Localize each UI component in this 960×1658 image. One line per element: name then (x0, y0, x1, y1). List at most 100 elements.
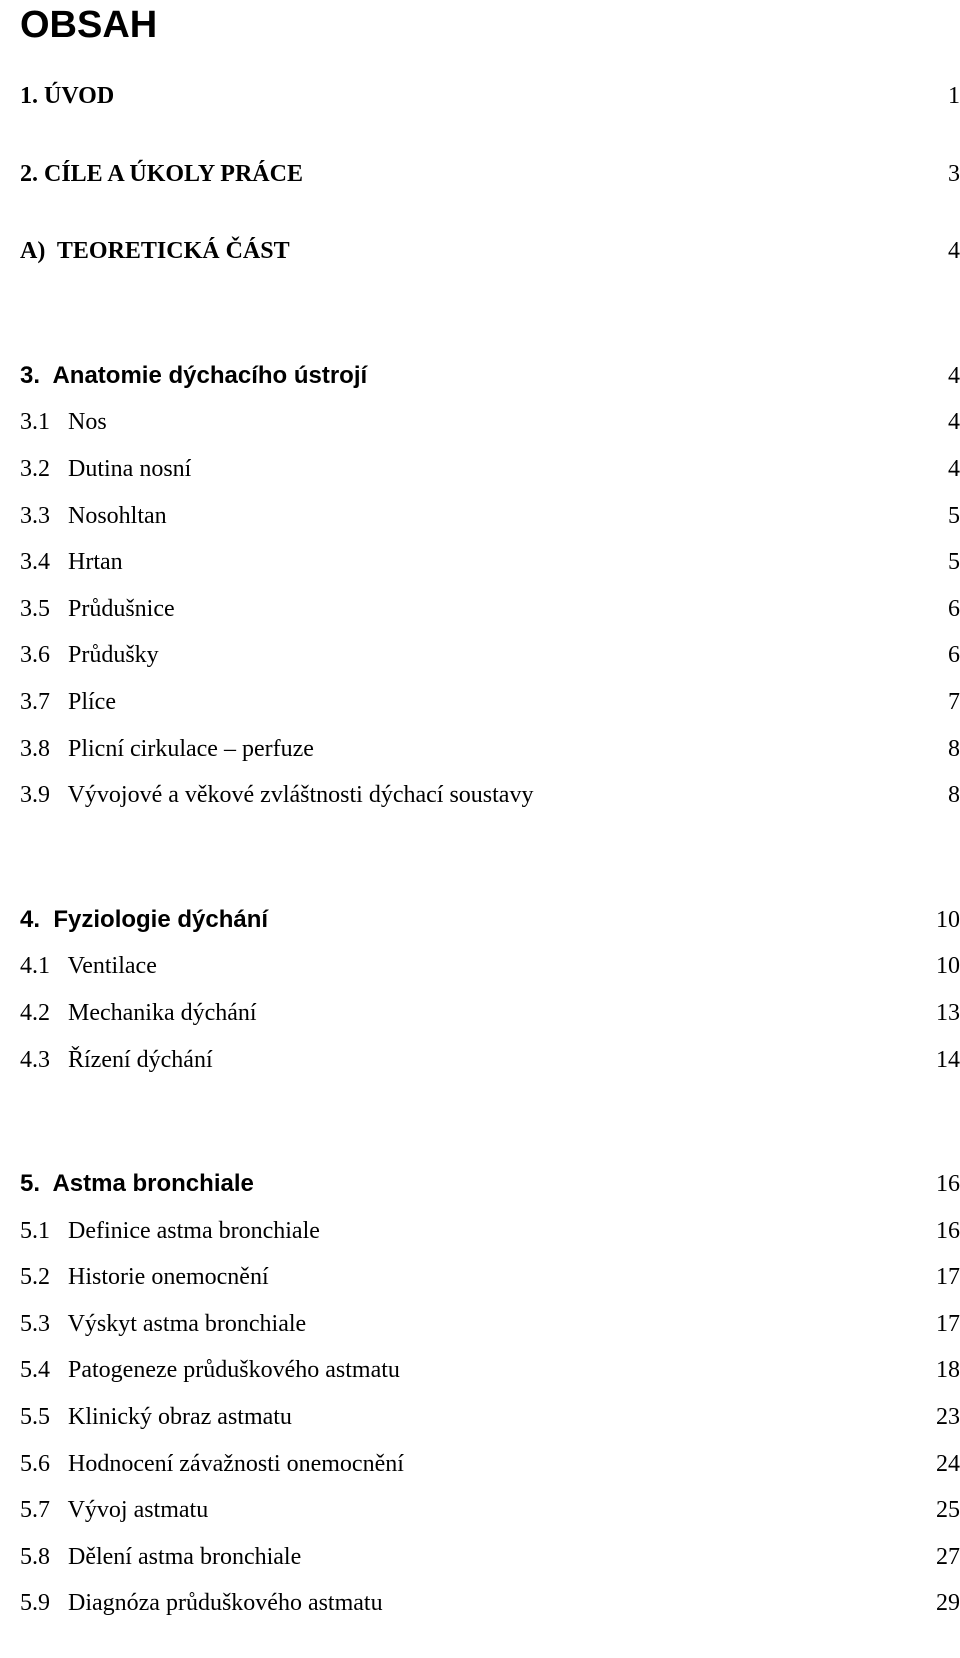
spacer (20, 1028, 960, 1047)
toc-entry-label: 3.7 Plíce (20, 689, 116, 717)
spacer (20, 981, 960, 1000)
toc-entry-label: 5.2 Historie onemocnění (20, 1264, 269, 1292)
toc-entry-label: 5.6 Hodnocení závažnosti onemocnění (20, 1451, 404, 1479)
toc-entry: 5.9 Diagnóza průduškového astmatu29 (20, 1590, 960, 1618)
toc-entry-label: 5.8 Dělení astma bronchiale (20, 1544, 301, 1572)
toc-entry: 5.2 Historie onemocnění 17 (20, 1264, 960, 1292)
toc-entry-page: 7 (924, 689, 960, 717)
toc-entry: 3.9 Vývojové a věkové zvláštnosti dýchac… (20, 782, 960, 810)
toc-entry: 5.8 Dělení astma bronchiale 27 (20, 1544, 960, 1572)
toc-entry: 5.4 Patogeneze průduškového astmatu 18 (20, 1357, 960, 1385)
spacer (20, 717, 960, 736)
toc-entry-page: 8 (924, 782, 960, 810)
toc-entry: 3.5 Průdušnice6 (20, 596, 960, 624)
toc-entry-label: 3. Anatomie dýchacího ústrojí (20, 362, 367, 390)
toc-entry-label: 5.1 Definice astma bronchiale (20, 1218, 320, 1246)
toc-entry: 5.6 Hodnocení závažnosti onemocnění 24 (20, 1451, 960, 1479)
toc-entry-page: 16 (912, 1171, 960, 1199)
toc-entry-page: 8 (924, 736, 960, 764)
toc-entry: 4.1 Ventilace 10 (20, 953, 960, 981)
toc-entry: A) TEORETICKÁ ČÁST 4 (20, 238, 960, 266)
toc-entry: 3.6 Průdušky 6 (20, 642, 960, 670)
spacer (20, 623, 960, 642)
spacer (20, 1074, 960, 1170)
spacer (20, 763, 960, 782)
toc-entry-page: 4 (924, 238, 960, 266)
spacer (20, 1385, 960, 1404)
toc-entry-page: 3 (924, 161, 960, 189)
toc-entry-label: 5.7 Vývoj astmatu (20, 1497, 208, 1525)
toc-entry-label: 3.8 Plicní cirkulace – perfuze (20, 736, 314, 764)
spacer (20, 577, 960, 596)
spacer (20, 437, 960, 456)
spacer (20, 1292, 960, 1311)
toc-entry: 5.7 Vývoj astmatu 25 (20, 1497, 960, 1525)
toc-entry-page: 17 (912, 1264, 960, 1292)
toc-entry-label: 4.1 Ventilace (20, 953, 157, 981)
toc-entry-label: A) TEORETICKÁ ČÁST (20, 238, 290, 266)
spacer (20, 670, 960, 689)
toc-entry-page: 4 (924, 456, 960, 484)
spacer (20, 390, 960, 409)
toc-entry: 4.3 Řízení dýchání 14 (20, 1047, 960, 1075)
toc-entry-page: 10 (912, 953, 960, 981)
toc-entry-label: 5.4 Patogeneze průduškového astmatu (20, 1357, 400, 1385)
toc-entry-page: 14 (912, 1047, 960, 1075)
toc-entry-label: 5. Astma bronchiale (20, 1170, 254, 1198)
toc-entry: 3.4 Hrtan5 (20, 549, 960, 577)
toc-entry: 3.3 Nosohltan5 (20, 503, 960, 531)
toc-entry-label: 1. ÚVOD (20, 83, 114, 111)
document-page: OBSAH 1. ÚVOD 1 2. CÍLE A ÚKOLY PRÁCE 3 A) T… (0, 0, 960, 1658)
spacer (20, 1338, 960, 1357)
toc-entry-page: 25 (912, 1497, 960, 1525)
toc-entry-page: 23 (912, 1404, 960, 1432)
toc-entry-label: 2. CÍLE A ÚKOLY PRÁCE (20, 161, 303, 189)
toc-entry-label: 5.3 Výskyt astma bronchiale (20, 1311, 306, 1339)
toc-entry-label: 4. Fyziologie dýchání (20, 906, 268, 934)
toc-entry: 5.1 Definice astma bronchiale 16 (20, 1218, 960, 1246)
toc-entry-page: 24 (912, 1451, 960, 1479)
spacer (20, 1571, 960, 1590)
toc-entry-page: 10 (912, 907, 960, 935)
spacer (20, 1432, 960, 1451)
table-of-contents: 1. ÚVOD 1 2. CÍLE A ÚKOLY PRÁCE 3 A) TEORETI… (20, 83, 960, 1618)
spacer (20, 1199, 960, 1218)
spacer (20, 530, 960, 549)
toc-entry: 3.8 Plicní cirkulace – perfuze 8 (20, 736, 960, 764)
toc-entry: 4.2 Mechanika dýchání 13 (20, 1000, 960, 1028)
toc-entry-page: 13 (912, 1000, 960, 1028)
toc-entry-label: 3.6 Průdušky (20, 642, 159, 670)
toc-entry: 3.1 Nos 4 (20, 409, 960, 437)
spacer (20, 188, 960, 238)
toc-entry-page: 4 (924, 409, 960, 437)
toc-entry-page: 18 (912, 1357, 960, 1385)
toc-entry-page: 6 (924, 596, 960, 624)
toc-entry-page: 4 (924, 363, 960, 391)
toc-entry-page: 27 (912, 1544, 960, 1572)
toc-entry-label: 3.9 Vývojové a věkové zvláštnosti dýchac… (20, 782, 533, 810)
toc-entry-label: 5.5 Klinický obraz astmatu (20, 1404, 292, 1432)
toc-entry-page: 6 (924, 642, 960, 670)
spacer (20, 1525, 960, 1544)
toc-entry: 5.3 Výskyt astma bronchiale 17 (20, 1311, 960, 1339)
toc-entry-label: 4.2 Mechanika dýchání (20, 1000, 257, 1028)
toc-entry-label: 3.3 Nosohltan (20, 503, 167, 531)
spacer (20, 484, 960, 503)
spacer (20, 1478, 960, 1497)
toc-entry-page: 17 (912, 1311, 960, 1339)
toc-entry: 5.5 Klinický obraz astmatu 23 (20, 1404, 960, 1432)
toc-entry-label: 3.1 Nos (20, 409, 107, 437)
page-title: OBSAH (20, 4, 960, 47)
toc-entry-label: 4.3 Řízení dýchání (20, 1047, 213, 1075)
toc-entry: 3.7 Plíce 7 (20, 689, 960, 717)
toc-entry-page: 1 (924, 83, 960, 111)
toc-entry-label: 5.9 Diagnóza průduškového astmatu (20, 1590, 383, 1618)
spacer (20, 810, 960, 906)
toc-entry-label: 3.4 Hrtan (20, 549, 123, 577)
spacer (20, 1245, 960, 1264)
toc-entry-label: 3.2 Dutina nosní (20, 456, 191, 484)
toc-entry: 2. CÍLE A ÚKOLY PRÁCE 3 (20, 161, 960, 189)
toc-entry: 4. Fyziologie dýchání 10 (20, 906, 960, 935)
toc-entry-page: 16 (912, 1218, 960, 1246)
toc-entry: 3.2 Dutina nosní 4 (20, 456, 960, 484)
